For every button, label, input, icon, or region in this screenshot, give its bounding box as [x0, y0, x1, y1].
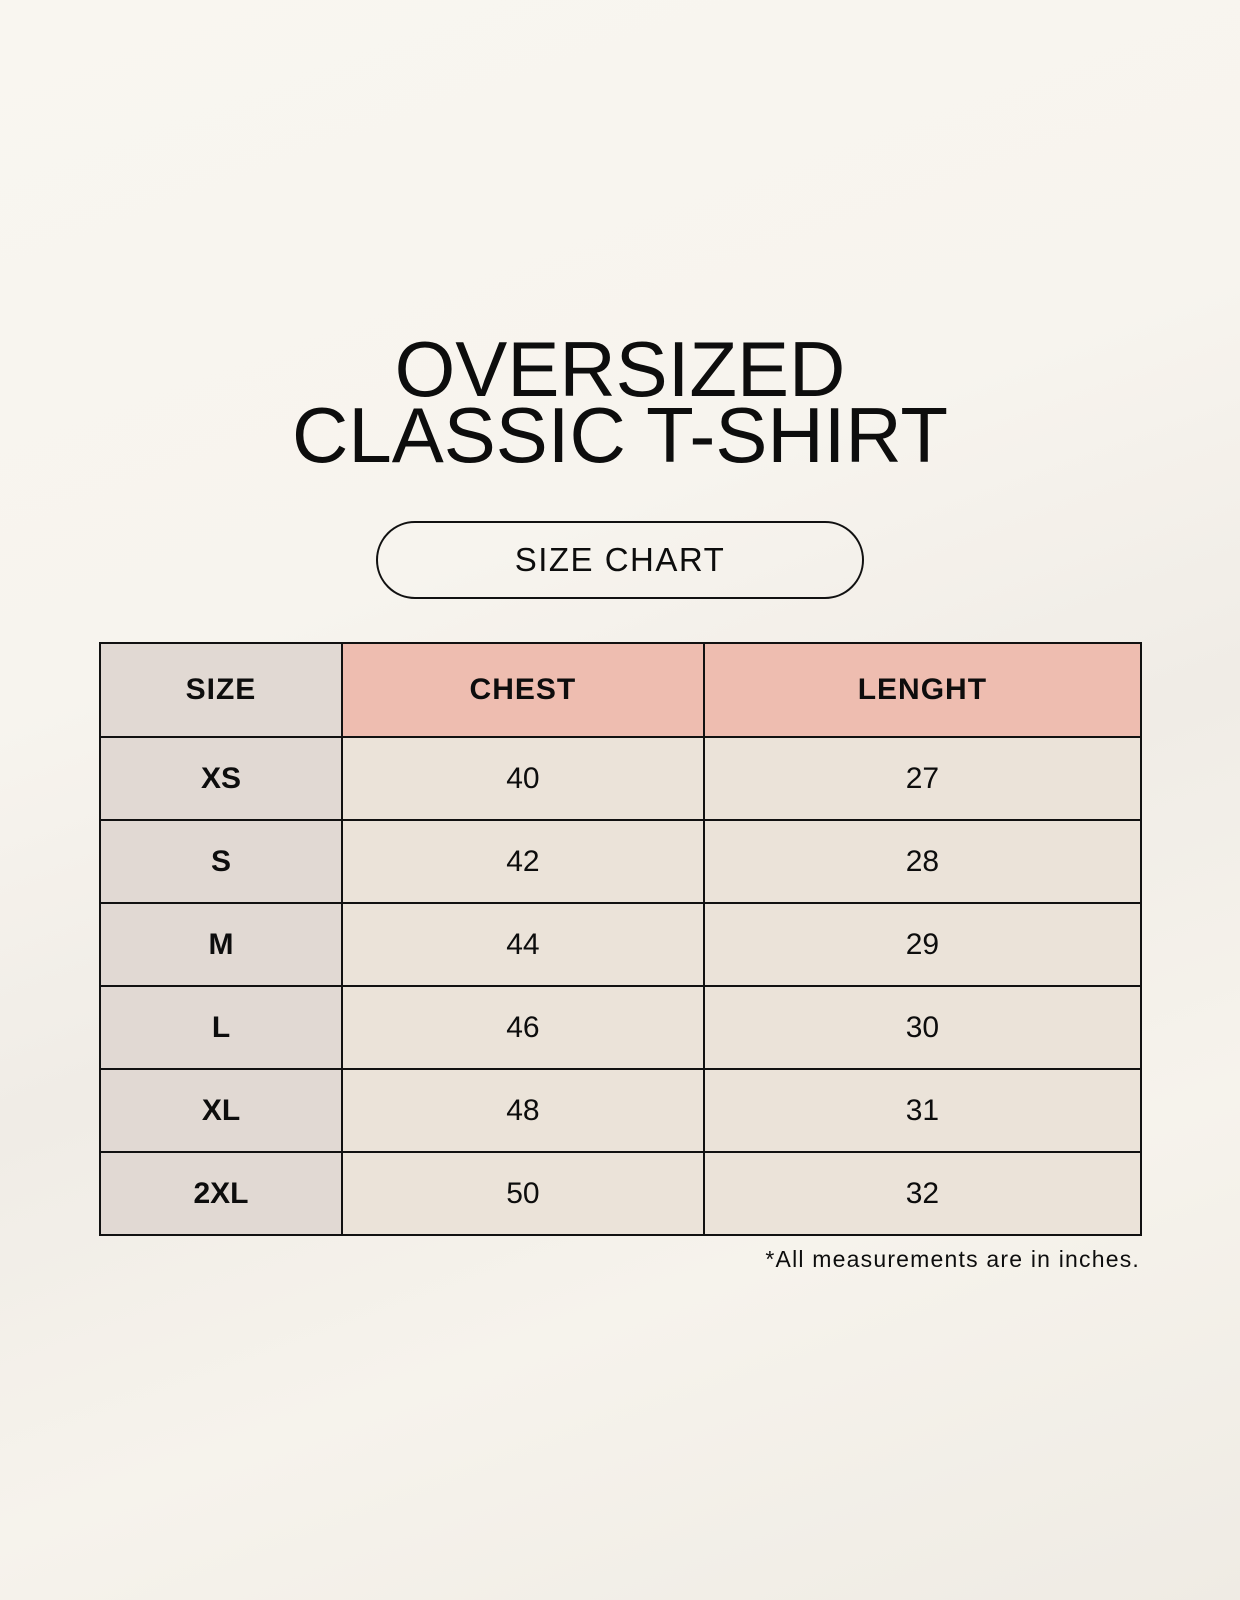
chest-cell: 42 [340, 819, 705, 904]
size-table: SIZE CHEST LENGHT XS 40 27 S 42 28 M 44 29 L 46 30 X… [99, 642, 1143, 1236]
chest-cell: 46 [340, 985, 705, 1070]
page-title: OVERSIZED CLASSIC T-SHIRT [0, 325, 1240, 479]
size-cell: XS [99, 736, 343, 821]
table-header-row: SIZE CHEST LENGHT [99, 642, 1143, 738]
table-row: XL 48 31 [99, 1068, 1143, 1153]
footnote: *All measurements are in inches. [765, 1246, 1140, 1272]
length-cell: 32 [702, 1151, 1143, 1236]
size-cell: XL [99, 1068, 343, 1153]
table-row: M 44 29 [99, 902, 1143, 987]
header-size: SIZE [99, 642, 343, 738]
chest-cell: 50 [340, 1151, 705, 1236]
header-length: LENGHT [702, 642, 1143, 738]
table-row: S 42 28 [99, 819, 1143, 904]
size-cell: L [99, 985, 343, 1070]
table-row: L 46 30 [99, 985, 1143, 1070]
header-chest: CHEST [340, 642, 705, 738]
size-cell: 2XL [99, 1151, 343, 1236]
length-cell: 27 [702, 736, 1143, 821]
chest-cell: 48 [340, 1068, 705, 1153]
title-line-2: CLASSIC T-SHIRT [292, 391, 948, 479]
length-cell: 30 [702, 985, 1143, 1070]
table-row: XS 40 27 [99, 736, 1143, 821]
title-line-1: OVERSIZED [394, 325, 846, 413]
table-row: 2XL 50 32 [99, 1151, 1143, 1236]
size-chart-badge: SIZE CHART [376, 521, 864, 599]
size-cell: M [99, 902, 343, 987]
chest-cell: 40 [340, 736, 705, 821]
chest-cell: 44 [340, 902, 705, 987]
length-cell: 29 [702, 902, 1143, 987]
length-cell: 31 [702, 1068, 1143, 1153]
size-cell: S [99, 819, 343, 904]
length-cell: 28 [702, 819, 1143, 904]
